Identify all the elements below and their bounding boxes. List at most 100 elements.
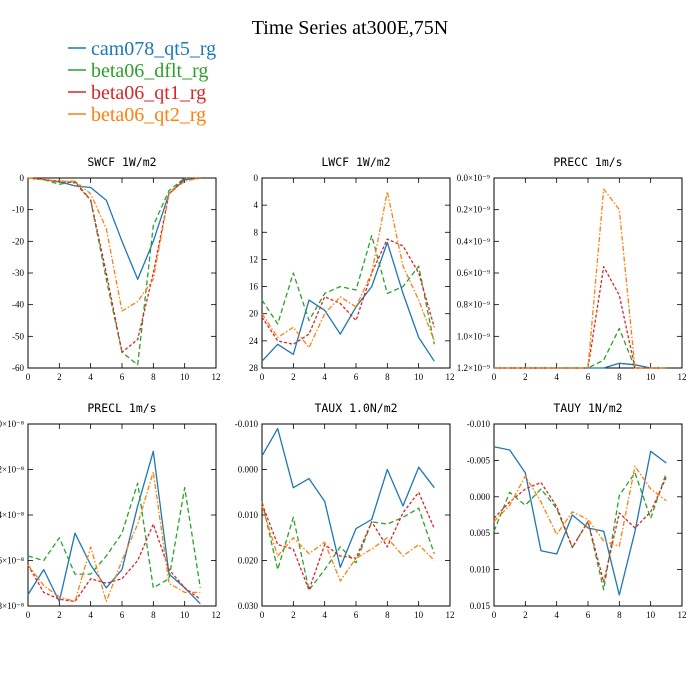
- x-tick-label-4-4: 8: [385, 610, 390, 620]
- series-line-4-3: [261, 505, 435, 582]
- y-tick-label-1-1: 4: [254, 200, 259, 210]
- y-tick-label-3-4: 8×10⁻⁸: [0, 601, 24, 611]
- figure-title: Time Series at300E,75N: [252, 17, 448, 39]
- x-tick-label-2-2: 4: [554, 372, 559, 382]
- x-tick-label-3-0: 0: [26, 610, 31, 620]
- x-tick-label-5-2: 4: [554, 610, 559, 620]
- x-tick-label-0-6: 12: [212, 372, 221, 382]
- x-tick-label-5-1: 2: [523, 610, 528, 620]
- x-tick-label-2-4: 8: [617, 372, 622, 382]
- series-line-4-2: [261, 491, 435, 591]
- x-tick-label-0-3: 6: [120, 372, 125, 382]
- legend-label-1: beta06_dflt_rg: [91, 60, 208, 82]
- panel-frame-3: [27, 423, 217, 607]
- x-tick-label-5-5: 10: [646, 610, 656, 620]
- series-line-5-0: [493, 446, 667, 596]
- series-line-1-2: [261, 238, 435, 345]
- x-tick-label-2-1: 2: [523, 372, 528, 382]
- series-line-3-3: [27, 471, 201, 603]
- y-tick-label-1-3: 12: [249, 254, 258, 264]
- y-tick-label-0-2: -20: [12, 236, 24, 246]
- x-tick-label-1-1: 2: [291, 372, 296, 382]
- series-line-1-0: [261, 241, 435, 362]
- panels-container: SWCF 1W/m20 2 4 6 8 10 120-10-20-30-40-50-60LW…: [0, 155, 687, 620]
- x-tick-label-2-6: 12: [678, 372, 687, 382]
- series-line-5-3: [493, 465, 667, 547]
- y-tick-label-5-5: 0.015: [470, 601, 491, 611]
- x-tick-label-0-5: 10: [180, 372, 190, 382]
- series-line-5-2: [493, 477, 667, 583]
- panel-frame-5: [493, 423, 683, 607]
- y-tick-label-0-6: -60: [12, 363, 24, 373]
- series-line-5-1: [493, 472, 667, 591]
- y-tick-label-1-0: 0: [254, 173, 259, 183]
- y-tick-label-4-4: 0.030: [238, 601, 259, 611]
- panel-4: TAUX 1.0N/m2 0 2 4 6 8 10 12 -0.010 0.000 0.010 0.0…: [235, 401, 455, 620]
- x-tick-label-0-1: 2: [57, 372, 62, 382]
- panel-frame-1: [261, 177, 451, 369]
- series-line-3-1: [27, 482, 201, 589]
- x-tick-label-3-2: 4: [88, 610, 93, 620]
- panel-title-1: LWCF 1W/m2: [321, 155, 390, 169]
- panel-title-3: PRECL 1m/s: [87, 401, 156, 415]
- panel-title-4: TAUX 1.0N/m2: [314, 401, 397, 415]
- x-tick-label-2-0: 0: [492, 372, 497, 382]
- panel-2: PRECC 1m/s 0 2 4 6 8 10 12 0.0×10⁻⁹ 0.2×10⁻⁹ 0.4×1…: [457, 155, 687, 382]
- y-tick-label-2-4: 0.8×10⁻⁹: [457, 300, 490, 310]
- x-tick-label-4-5: 10: [414, 610, 424, 620]
- y-tick-label-2-5: 1.0×10⁻⁹: [457, 331, 490, 341]
- x-tick-label-2-5: 10: [646, 372, 656, 382]
- series-line-2-1: [494, 327, 667, 369]
- panel-0: SWCF 1W/m2 0 2 4 6 8 10 12 0 -10 -20 -30 -40 -50 -60: [12, 155, 221, 382]
- y-tick-label-1-4: 16: [249, 282, 259, 292]
- x-tick-label-5-6: 12: [678, 610, 687, 620]
- y-tick-label-0-0: 0: [20, 173, 25, 183]
- y-tick-label-1-7: 28: [249, 363, 259, 373]
- y-tick-label-3-2: 4×10⁻⁸: [0, 510, 24, 520]
- series-line-4-0: [261, 427, 435, 568]
- y-tick-label-3-1: 2×10⁻⁸: [0, 465, 24, 475]
- y-tick-label-2-1: 0.2×10⁻⁹: [457, 205, 490, 215]
- series-line-0-3: [27, 177, 201, 312]
- x-tick-label-4-6: 12: [446, 610, 455, 620]
- x-tick-label-4-0: 0: [260, 610, 265, 620]
- y-tick-label-3-3: 6×10⁻⁸: [0, 556, 24, 566]
- panel-title-5: TAUY 1N/m2: [553, 401, 622, 415]
- x-tick-label-1-4: 8: [385, 372, 390, 382]
- y-tick-label-4-1: 0.000: [238, 465, 259, 475]
- panel-5: TAUY 1N/m2 0 2 4 6 8 10 12 -0.010 -0.005 0.000 0.00…: [467, 401, 687, 620]
- legend: cam078_qt5_rg beta06_dflt_rg beta06_qt1_…: [68, 38, 216, 126]
- x-tick-label-4-3: 6: [354, 610, 359, 620]
- x-tick-label-0-4: 8: [151, 372, 156, 382]
- series-line-0-2: [27, 177, 201, 353]
- y-tick-label-5-4: 0.010: [470, 565, 491, 575]
- series-line-2-0: [494, 362, 667, 369]
- x-tick-label-3-4: 8: [151, 610, 156, 620]
- x-tick-label-3-1: 2: [57, 610, 62, 620]
- x-tick-label-2-3: 6: [586, 372, 591, 382]
- x-tick-label-4-2: 4: [322, 610, 327, 620]
- y-tick-label-5-1: -0.005: [467, 455, 491, 465]
- legend-label-0: cam078_qt5_rg: [91, 38, 216, 60]
- y-tick-label-4-2: 0.010: [238, 510, 259, 520]
- y-tick-label-4-3: 0.020: [238, 556, 259, 566]
- y-tick-label-2-0: 0.0×10⁻⁹: [457, 173, 490, 183]
- x-tick-label-1-2: 4: [322, 372, 327, 382]
- x-tick-label-3-3: 6: [120, 610, 125, 620]
- y-tick-label-5-3: 0.005: [470, 528, 491, 538]
- legend-label-2: beta06_qt1_rg: [91, 82, 206, 104]
- y-tick-label-0-4: -40: [12, 300, 24, 310]
- y-tick-label-3-0: 0×10⁻⁸: [0, 419, 24, 429]
- panel-frame-0: [27, 177, 217, 369]
- x-tick-label-5-3: 6: [586, 610, 591, 620]
- x-tick-label-1-5: 10: [414, 372, 424, 382]
- x-tick-label-4-1: 2: [291, 610, 296, 620]
- y-tick-label-0-3: -30: [12, 268, 24, 278]
- x-tick-label-1-6: 12: [446, 372, 455, 382]
- series-line-1-1: [261, 235, 435, 345]
- x-tick-label-1-0: 0: [260, 372, 265, 382]
- panel-title-0: SWCF 1W/m2: [87, 155, 156, 169]
- panel-title-2: PRECC 1m/s: [553, 155, 622, 169]
- y-tick-label-2-3: 0.6×10⁻⁹: [457, 268, 490, 278]
